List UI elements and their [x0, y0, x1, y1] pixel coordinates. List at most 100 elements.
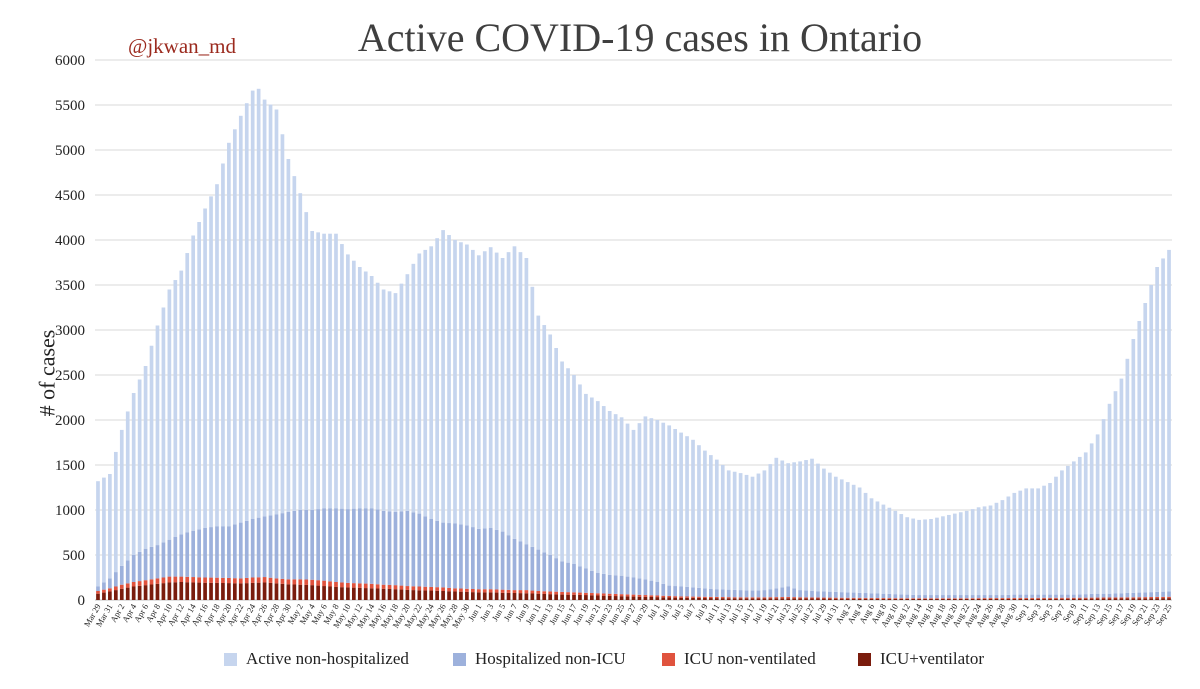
bar-icu-non-ventilated — [613, 593, 618, 597]
bar-icu-ventilator — [566, 594, 570, 600]
bar-icu-non-ventilated — [488, 589, 493, 593]
bar-hospitalized-non-icu — [310, 510, 315, 580]
bar-active-non-hospitalized — [899, 514, 904, 595]
bar-active-non-hospitalized — [435, 238, 439, 521]
bar-icu-ventilator — [286, 584, 291, 600]
bar-hospitalized-non-icu — [471, 527, 475, 589]
bar-icu-non-ventilated — [750, 597, 755, 599]
bar-active-non-hospitalized — [399, 283, 404, 512]
bar-hospitalized-non-icu — [1077, 594, 1082, 598]
bar-icu-ventilator — [221, 582, 225, 600]
bar-icu-non-ventilated — [649, 595, 654, 597]
bar-hospitalized-non-icu — [709, 588, 713, 597]
bar-icu-non-ventilated — [1083, 597, 1088, 599]
bar-icu-ventilator — [280, 583, 285, 600]
bar-icu-ventilator — [334, 586, 338, 600]
bar-hospitalized-non-icu — [1024, 594, 1029, 598]
bar-icu-non-ventilated — [125, 583, 130, 588]
bar-hospitalized-non-icu — [506, 535, 511, 590]
bar-icu-non-ventilated — [363, 583, 368, 589]
bar-active-non-hospitalized — [655, 420, 660, 582]
bar-icu-ventilator — [476, 592, 481, 600]
bar-icu-ventilator — [905, 598, 910, 600]
bar-active-non-hospitalized — [578, 384, 582, 567]
bar-icu-ventilator — [1024, 598, 1029, 600]
bar-hospitalized-non-icu — [881, 593, 886, 599]
bar-hospitalized-non-icu — [572, 564, 576, 593]
bar-icu-non-ventilated — [459, 588, 463, 592]
bar-hospitalized-non-icu — [1042, 594, 1046, 598]
bar-icu-non-ventilated — [1155, 596, 1159, 599]
bar-icu-non-ventilated — [476, 589, 481, 593]
bar-icu-non-ventilated — [185, 576, 190, 583]
bar-icu-non-ventilated — [697, 596, 701, 598]
bar-icu-ventilator — [149, 584, 154, 600]
bar-icu-ventilator — [601, 595, 606, 600]
bar-hospitalized-non-icu — [679, 586, 683, 597]
bar-icu-ventilator — [667, 597, 672, 600]
bar-icu-ventilator — [845, 598, 850, 600]
bar-hospitalized-non-icu — [643, 579, 648, 596]
bar-icu-non-ventilated — [923, 598, 927, 599]
bar-active-non-hospitalized — [167, 289, 172, 540]
bar-hospitalized-non-icu — [691, 587, 695, 597]
bar-icu-non-ventilated — [1149, 597, 1154, 599]
bar-icu-ventilator — [215, 582, 219, 600]
bar-icu-ventilator — [881, 598, 886, 600]
bar-icu-non-ventilated — [703, 596, 707, 599]
bar-active-non-hospitalized — [762, 470, 767, 591]
bar-icu-ventilator — [441, 591, 445, 600]
bar-icu-non-ventilated — [268, 577, 273, 583]
bar-icu-ventilator — [530, 593, 535, 600]
bar-icu-non-ventilated — [381, 584, 386, 589]
bar-icu-ventilator — [1125, 598, 1130, 600]
bar-hospitalized-non-icu — [964, 595, 969, 599]
bar-icu-non-ventilated — [274, 578, 279, 584]
bar-icu-ventilator — [578, 594, 582, 600]
legend-label-icu-vent: ICU+ventilator — [880, 649, 985, 668]
bar-hospitalized-non-icu — [607, 574, 612, 594]
bar-active-non-hospitalized — [584, 393, 588, 569]
bar-icu-non-ventilated — [1077, 597, 1082, 599]
bar-active-non-hospitalized — [316, 232, 320, 510]
bar-active-non-hospitalized — [1006, 496, 1011, 595]
bar-icu-ventilator — [173, 582, 178, 600]
legend-label-icu-non-vent: ICU non-ventilated — [684, 649, 816, 668]
bar-hospitalized-non-icu — [143, 548, 148, 581]
bar-hospitalized-non-icu — [119, 565, 124, 585]
bar-icu-ventilator — [143, 585, 148, 600]
bar-icu-ventilator — [1137, 598, 1142, 600]
bar-icu-ventilator — [560, 594, 564, 600]
bar-hospitalized-non-icu — [810, 591, 814, 598]
bar-icu-non-ventilated — [810, 597, 814, 599]
bar-hospitalized-non-icu — [756, 590, 761, 598]
bar-active-non-hospitalized — [155, 325, 160, 546]
bar-active-non-hospitalized — [381, 289, 386, 511]
bar-icu-ventilator — [203, 582, 207, 600]
bar-hospitalized-non-icu — [203, 528, 207, 578]
bar-active-non-hospitalized — [643, 416, 648, 580]
bar-hospitalized-non-icu — [714, 589, 719, 597]
bar-icu-non-ventilated — [244, 577, 249, 584]
bar-icu-non-ventilated — [108, 588, 112, 592]
bar-icu-non-ventilated — [304, 579, 309, 585]
bar-icu-ventilator — [833, 598, 838, 600]
bar-icu-non-ventilated — [839, 597, 844, 599]
bar-active-non-hospitalized — [173, 280, 178, 537]
bar-icu-non-ventilated — [542, 591, 547, 594]
bar-icu-non-ventilated — [512, 590, 517, 593]
bar-active-non-hospitalized — [542, 325, 547, 553]
bar-active-non-hospitalized — [828, 472, 832, 592]
bar-icu-ventilator — [292, 584, 297, 600]
bar-hospitalized-non-icu — [786, 586, 791, 597]
bar-hospitalized-non-icu — [780, 587, 785, 598]
bar-icu-non-ventilated — [1107, 597, 1112, 599]
bar-hospitalized-non-icu — [155, 545, 160, 579]
y-tick-labels: 0 500 1000 1500 2000 2500 3000 3500 4000 4500 5000… — [55, 53, 85, 609]
bar-icu-non-ventilated — [875, 597, 880, 599]
bar-icu-ventilator — [161, 583, 166, 601]
bar-hospitalized-non-icu — [869, 593, 874, 598]
bar-active-non-hospitalized — [274, 109, 279, 515]
bar-hospitalized-non-icu — [631, 577, 636, 595]
